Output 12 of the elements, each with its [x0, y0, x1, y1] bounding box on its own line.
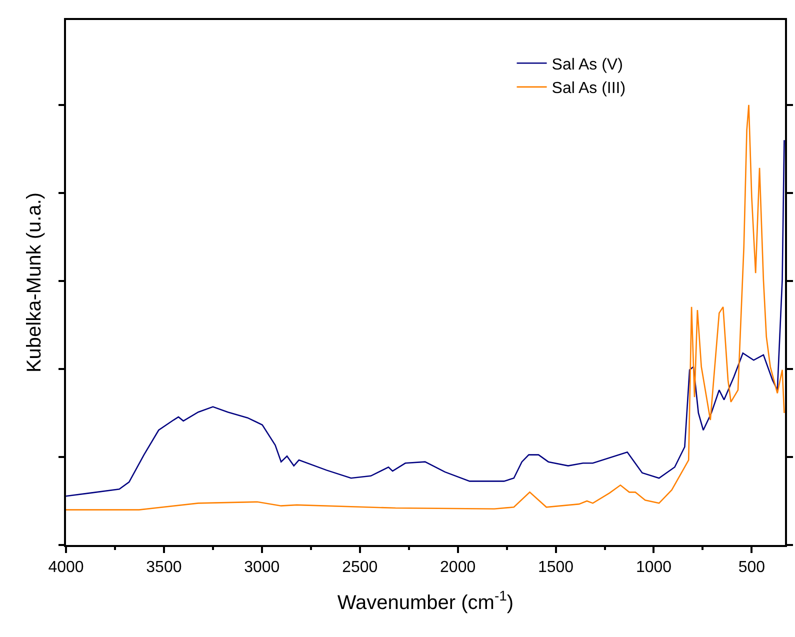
- x-tick-label: 1500: [538, 558, 574, 576]
- legend-label: Sal As (V): [552, 56, 623, 74]
- x-tick-label: 3500: [146, 558, 182, 576]
- x-tick-label: 2500: [342, 558, 378, 576]
- y-axis-title: Kubelka-Munk (u.a.): [23, 192, 46, 373]
- x-tick-label: 500: [738, 558, 766, 576]
- x-axis-title: Wavenumber (cm$^{-1}$): [337, 588, 514, 614]
- x-tick-label: 3000: [244, 558, 280, 576]
- x-tick-label: 4000: [48, 558, 84, 576]
- legend-label: Sal As (III): [552, 80, 626, 98]
- x-tick-label: 1000: [636, 558, 672, 576]
- x-tick-label: 2000: [440, 558, 476, 576]
